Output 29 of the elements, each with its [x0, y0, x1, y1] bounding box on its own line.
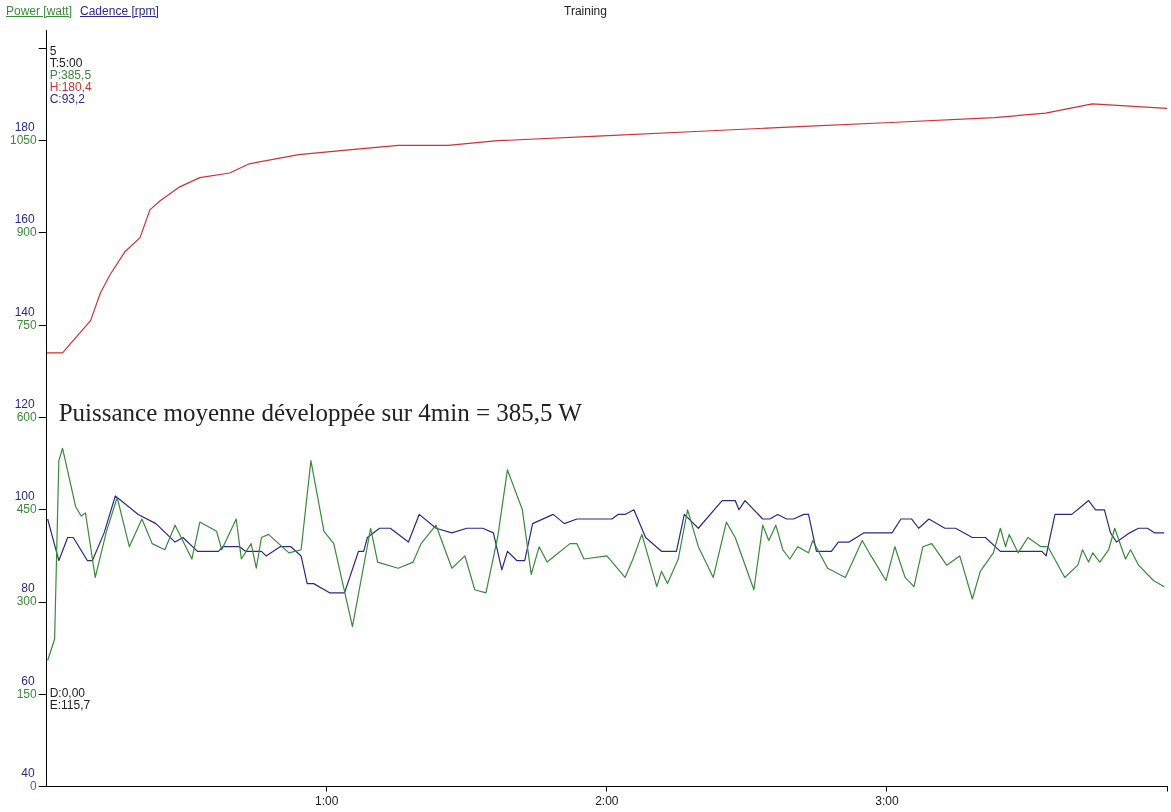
- y2-tick-label: 120: [14, 396, 36, 411]
- annotation: Puissance moyenne développée sur 4min = 385,5 W: [58, 398, 582, 426]
- y-tick-label: 300: [16, 594, 38, 609]
- y2-tick-label: 40: [21, 765, 36, 780]
- text: Cadence [rpm]: [80, 4, 159, 18]
- annotation: 5: [49, 44, 57, 58]
- y2-tick-label: 180: [14, 120, 36, 135]
- y-tick-label: 750: [16, 317, 38, 332]
- y2-tick-label: 140: [14, 304, 36, 319]
- annotation: P:385,5: [49, 68, 92, 82]
- y2-tick-label: 60: [21, 673, 36, 688]
- y2-tick-label: 80: [21, 581, 36, 596]
- y2-tick-label: 100: [14, 489, 36, 504]
- y-tick-label: 450: [16, 502, 38, 517]
- annotation: C:93,2: [49, 92, 86, 106]
- annotation: T:5:00: [49, 56, 83, 70]
- annotation: H:180,4: [49, 80, 92, 94]
- y-tick-label: 1050: [9, 133, 38, 148]
- y-tick-label: 150: [16, 686, 38, 701]
- y-tick-label: 900: [16, 225, 38, 240]
- y2-tick-label: 160: [14, 212, 36, 227]
- text: Power [watt]: [6, 4, 73, 18]
- y-tick-label: 600: [16, 409, 38, 424]
- chart-title: Training: [564, 4, 607, 18]
- x-tick-label: 2:00: [595, 794, 619, 809]
- y-tick-label: 0: [30, 778, 38, 793]
- x-tick-label: 3:00: [875, 794, 899, 809]
- annotation: D:0,00: [49, 685, 86, 700]
- x-tick-label: 1:00: [315, 794, 339, 809]
